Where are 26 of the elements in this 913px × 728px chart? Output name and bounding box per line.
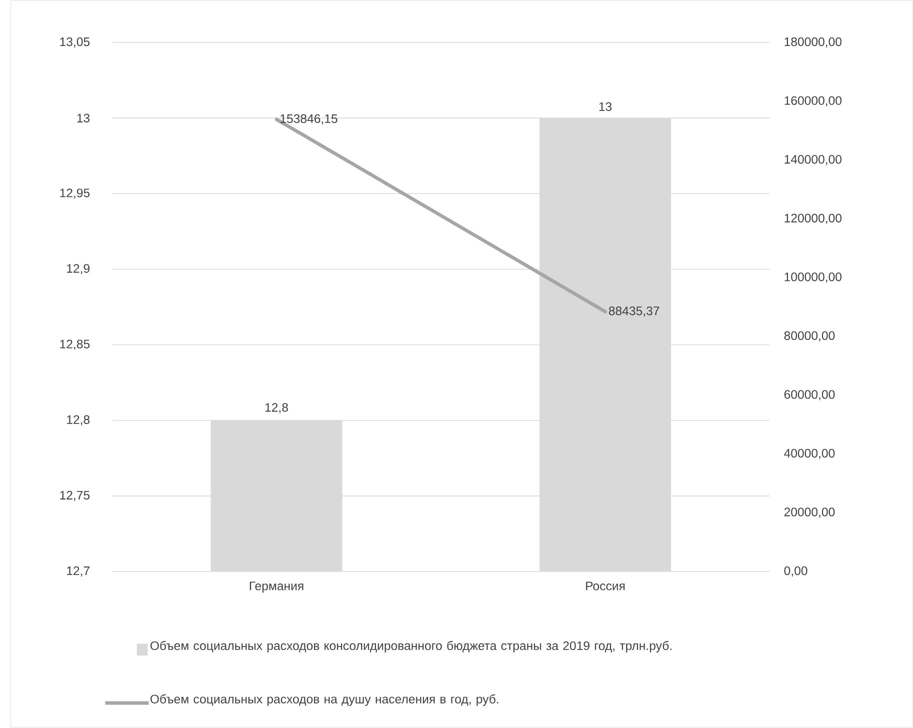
y2-tick-label: 20000,00: [784, 508, 835, 518]
y-tick-label: 12,7: [67, 566, 90, 577]
y-tick-label: 12,85: [60, 340, 90, 350]
y-tick-label: 12,75: [60, 490, 90, 502]
y-tick-label: 12,9: [67, 264, 90, 274]
y2-tick-label: 100000,00: [784, 272, 842, 283]
y-tick-label: 13: [77, 114, 90, 123]
x-tick-label: Германия: [250, 582, 304, 593]
data-label: 13: [599, 102, 612, 112]
legend-label: Объем социальных расходов на душу населения в год, руб.: [150, 694, 498, 706]
y2-tick-label: 140000,00: [784, 155, 842, 166]
y2-tick-label: 40000,00: [784, 449, 835, 460]
x-tick-label: Россия: [586, 582, 625, 590]
y-tick-label: 13,05: [60, 38, 90, 48]
y2-tick-label: 80000,00: [784, 331, 835, 342]
y2-tick-label: 120000,00: [784, 214, 842, 224]
data-label: 88435,37: [608, 306, 660, 317]
y-tick-label: 12,95: [60, 188, 90, 199]
y2-tick-label: 60000,00: [784, 390, 835, 400]
y2-tick-label: 160000,00: [784, 96, 842, 107]
y2-tick-label: 180000,00: [784, 38, 842, 48]
legend-label: Объем социальных расходов консолидированного бюджета страны за 2019 год, трлн.руб.: [150, 641, 672, 653]
y2-tick-label: 0,00: [784, 566, 808, 577]
data-label: 12,8: [265, 403, 288, 414]
y-tick-label: 12,8: [67, 415, 90, 426]
data-label: 153846,15: [280, 114, 338, 125]
